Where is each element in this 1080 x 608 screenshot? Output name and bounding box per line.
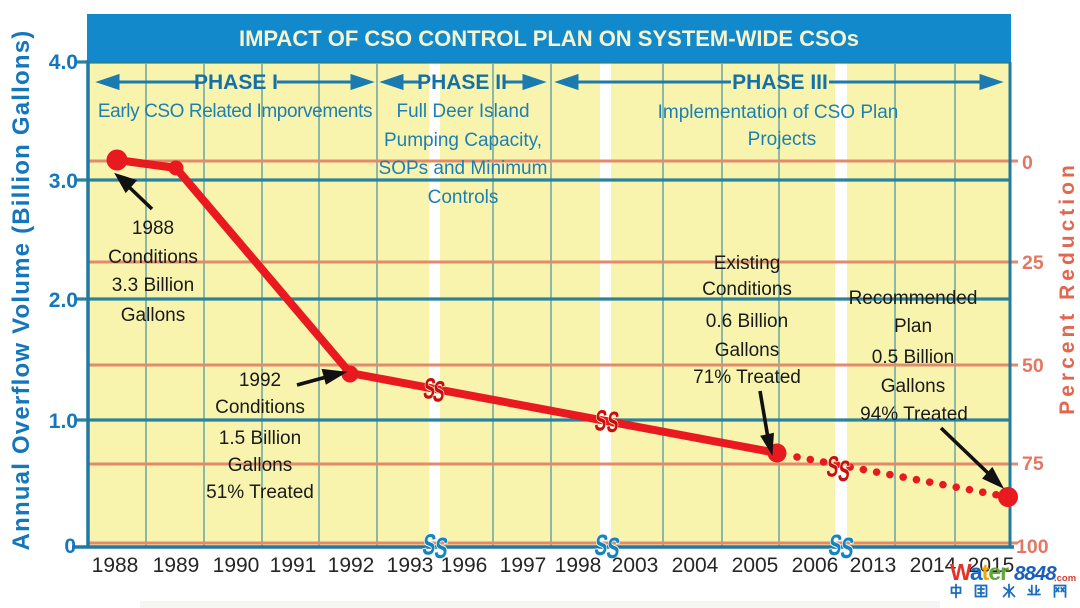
svg-text:1992: 1992 bbox=[328, 554, 375, 577]
svg-text:Recommended: Recommended bbox=[849, 288, 978, 309]
svg-text:Pumping Capacity,: Pumping Capacity, bbox=[384, 130, 542, 151]
svg-text:S: S bbox=[421, 529, 438, 562]
svg-text:Existing: Existing bbox=[714, 253, 781, 274]
svg-text:SOPs and Minimum: SOPs and Minimum bbox=[379, 158, 548, 179]
svg-text:0: 0 bbox=[1022, 152, 1033, 174]
svg-text:Conditions: Conditions bbox=[702, 279, 792, 300]
svg-text:1.5 Billion: 1.5 Billion bbox=[219, 428, 301, 449]
svg-text:Plan: Plan bbox=[894, 316, 932, 337]
svg-text:S: S bbox=[605, 532, 622, 565]
svg-text:75: 75 bbox=[1022, 453, 1044, 475]
svg-text:1988: 1988 bbox=[132, 218, 174, 239]
svg-text:Early CSO Related Imporvements: Early CSO Related Imporvements bbox=[98, 101, 372, 122]
svg-text:S: S bbox=[422, 373, 438, 406]
svg-text:3.3 Billion: 3.3 Billion bbox=[112, 275, 194, 296]
svg-text:1.0: 1.0 bbox=[49, 410, 78, 433]
svg-text:8848: 8848 bbox=[1014, 562, 1057, 585]
svg-text:Annual Overflow Volume (Billio: Annual Overflow Volume (Billion Gallons) bbox=[8, 30, 35, 551]
svg-text:.com: .com bbox=[1054, 573, 1076, 584]
svg-text:1989: 1989 bbox=[153, 554, 200, 577]
svg-text:PHASE II: PHASE II bbox=[417, 71, 507, 94]
svg-text:2.0: 2.0 bbox=[49, 289, 78, 312]
svg-text:Full Deer Island: Full Deer Island bbox=[396, 101, 529, 122]
svg-text:25: 25 bbox=[1022, 252, 1044, 274]
svg-text:0.6 Billion: 0.6 Billion bbox=[706, 311, 788, 332]
svg-text:2013: 2013 bbox=[850, 554, 897, 577]
svg-text:S: S bbox=[593, 529, 610, 562]
svg-text:94% Treated: 94% Treated bbox=[860, 404, 968, 425]
svg-text:50: 50 bbox=[1022, 355, 1044, 377]
svg-text:2006: 2006 bbox=[792, 554, 839, 577]
svg-text:0.5 Billion: 0.5 Billion bbox=[872, 347, 954, 368]
svg-text:Gallons: Gallons bbox=[228, 455, 292, 476]
svg-text:Conditions: Conditions bbox=[108, 247, 198, 268]
svg-text:4.0: 4.0 bbox=[49, 51, 78, 74]
svg-text:2014: 2014 bbox=[910, 554, 957, 577]
svg-text:Gallons: Gallons bbox=[121, 305, 185, 326]
svg-text:2015: 2015 bbox=[968, 554, 1015, 577]
svg-text:S: S bbox=[593, 405, 609, 438]
svg-text:S: S bbox=[825, 451, 841, 484]
svg-text:Water: Water bbox=[950, 559, 1009, 585]
svg-text:S: S bbox=[431, 376, 447, 409]
svg-text:1988: 1988 bbox=[92, 554, 139, 577]
svg-text:Implementation of CSO Plan: Implementation of CSO Plan bbox=[658, 102, 899, 123]
svg-text:3.0: 3.0 bbox=[49, 170, 78, 193]
svg-text:Gallons: Gallons bbox=[715, 340, 779, 361]
svg-text:1998: 1998 bbox=[555, 554, 602, 577]
svg-text:Conditions: Conditions bbox=[215, 397, 305, 418]
svg-text:IMPACT OF CSO CONTROL PLAN ON: IMPACT OF CSO CONTROL PLAN ON SYSTEM-WID… bbox=[239, 26, 859, 51]
svg-text:S: S bbox=[605, 406, 621, 439]
svg-text:2003: 2003 bbox=[612, 554, 659, 577]
svg-text:1993: 1993 bbox=[387, 554, 434, 577]
svg-text:Gallons: Gallons bbox=[881, 376, 945, 397]
svg-text:2005: 2005 bbox=[732, 554, 779, 577]
svg-text:100: 100 bbox=[1016, 536, 1049, 558]
svg-text:71% Treated: 71% Treated bbox=[693, 367, 801, 388]
svg-text:S: S bbox=[836, 456, 852, 489]
svg-text:1991: 1991 bbox=[270, 554, 317, 577]
svg-text:Controls: Controls bbox=[428, 187, 499, 208]
svg-text:Percent Reduction: Percent Reduction bbox=[1056, 161, 1079, 415]
svg-text:0: 0 bbox=[64, 535, 76, 558]
svg-text:S: S bbox=[433, 532, 450, 565]
svg-text:1997: 1997 bbox=[500, 554, 547, 577]
svg-text:PHASE III: PHASE III bbox=[732, 71, 828, 94]
svg-text:1992: 1992 bbox=[239, 370, 281, 391]
svg-text:51% Treated: 51% Treated bbox=[206, 482, 314, 503]
svg-text:S: S bbox=[839, 532, 856, 565]
svg-text:1990: 1990 bbox=[213, 554, 260, 577]
svg-text:S: S bbox=[827, 529, 844, 562]
svg-text:PHASE I: PHASE I bbox=[194, 71, 278, 94]
svg-text:2004: 2004 bbox=[672, 554, 719, 577]
svg-text:Projects: Projects bbox=[748, 129, 817, 150]
svg-text:1996: 1996 bbox=[441, 554, 488, 577]
